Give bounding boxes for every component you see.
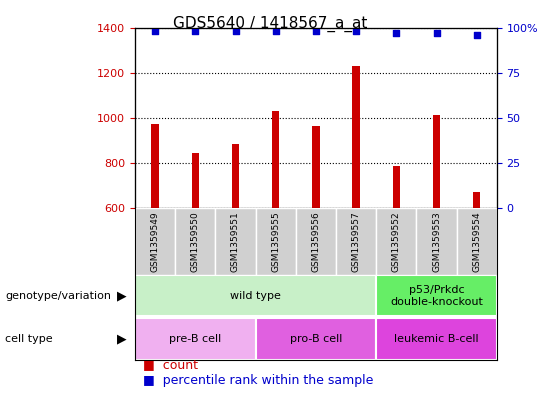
FancyBboxPatch shape	[215, 208, 255, 275]
Text: ■  percentile rank within the sample: ■ percentile rank within the sample	[135, 374, 373, 387]
FancyBboxPatch shape	[376, 208, 416, 275]
Text: pre-B cell: pre-B cell	[169, 334, 221, 344]
Text: wild type: wild type	[230, 291, 281, 301]
Bar	[272, 111, 279, 208]
Bar	[192, 153, 199, 208]
FancyBboxPatch shape	[416, 208, 457, 275]
FancyBboxPatch shape	[135, 208, 175, 275]
Text: genotype/variation: genotype/variation	[5, 291, 111, 301]
FancyBboxPatch shape	[376, 275, 497, 316]
Text: p53/Prkdc
double-knockout: p53/Prkdc double-knockout	[390, 285, 483, 307]
FancyBboxPatch shape	[255, 318, 376, 360]
Point	[432, 30, 441, 36]
Text: GSM1359552: GSM1359552	[392, 212, 401, 272]
Bar	[393, 167, 400, 208]
Bar	[232, 144, 239, 208]
FancyBboxPatch shape	[296, 208, 336, 275]
Text: pro-B cell: pro-B cell	[290, 334, 342, 344]
Text: GSM1359550: GSM1359550	[191, 212, 200, 272]
FancyBboxPatch shape	[255, 208, 296, 275]
Text: ■  count: ■ count	[135, 358, 198, 371]
FancyBboxPatch shape	[376, 318, 497, 360]
Text: ▶: ▶	[117, 332, 127, 345]
Point	[312, 28, 320, 34]
Text: GSM1359551: GSM1359551	[231, 212, 240, 272]
Point	[392, 30, 401, 36]
Bar	[473, 193, 480, 208]
Text: GSM1359555: GSM1359555	[271, 212, 280, 272]
Text: GSM1359554: GSM1359554	[472, 212, 481, 272]
Text: ▶: ▶	[117, 289, 127, 302]
Text: cell type: cell type	[5, 334, 53, 344]
FancyBboxPatch shape	[175, 208, 215, 275]
Point	[231, 28, 240, 34]
Text: GSM1359556: GSM1359556	[312, 212, 320, 272]
FancyBboxPatch shape	[135, 275, 376, 316]
FancyBboxPatch shape	[457, 208, 497, 275]
Text: GSM1359553: GSM1359553	[432, 212, 441, 272]
Point	[191, 28, 200, 34]
Bar	[433, 114, 440, 208]
FancyBboxPatch shape	[135, 318, 255, 360]
Text: GSM1359557: GSM1359557	[352, 212, 361, 272]
Bar	[152, 123, 159, 208]
Point	[472, 31, 481, 38]
Point	[151, 28, 159, 34]
Text: leukemic B-cell: leukemic B-cell	[394, 334, 479, 344]
Point	[352, 28, 360, 34]
Bar	[353, 66, 360, 208]
Point	[272, 28, 280, 34]
Text: GSM1359549: GSM1359549	[151, 212, 160, 272]
FancyBboxPatch shape	[336, 208, 376, 275]
Text: GDS5640 / 1418567_a_at: GDS5640 / 1418567_a_at	[173, 16, 367, 32]
Bar	[312, 126, 320, 208]
